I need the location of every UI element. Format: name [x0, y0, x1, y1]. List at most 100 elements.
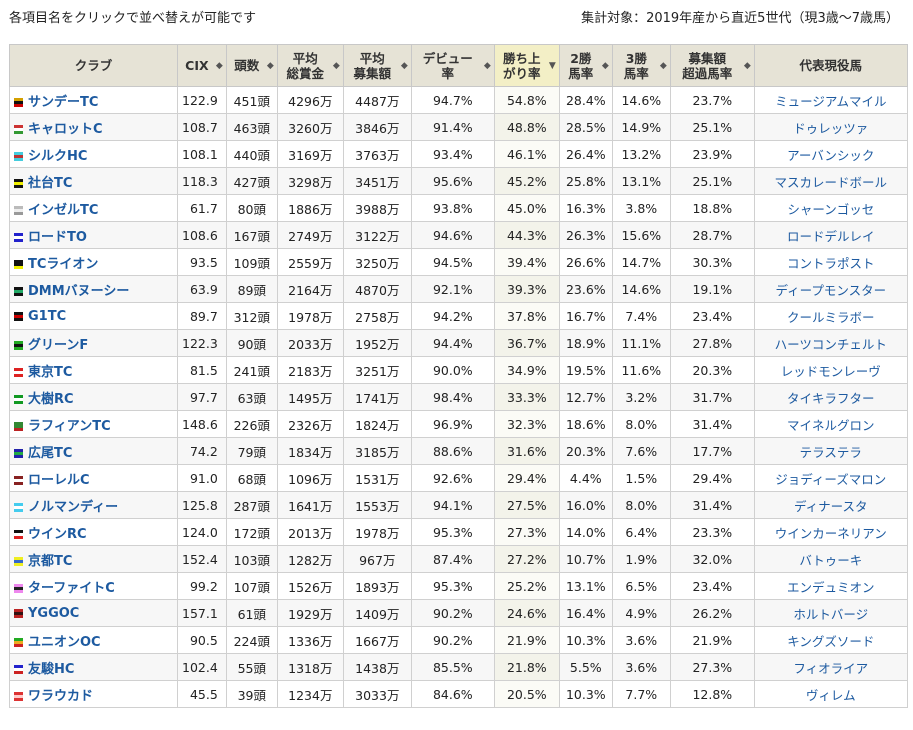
sort-icon[interactable]: ◆	[332, 61, 340, 71]
sort-icon[interactable]: ◆	[659, 61, 667, 71]
prize-cell: 3169万	[276, 140, 344, 168]
club-cell[interactable]: シルクHC	[9, 140, 178, 168]
horse-link[interactable]: エンデュミオン	[753, 572, 908, 600]
horse-link[interactable]: マイネルグロン	[753, 410, 908, 438]
horse-link[interactable]: テラステラ	[753, 437, 908, 465]
horse-link[interactable]: フィオライア	[753, 653, 908, 681]
club-link[interactable]: ラフィアンTC	[28, 418, 111, 434]
club-stats-table: クラブ CIX ◆ 頭数 ◆ 平均 総賞金 ◆ 平均 募集額 ◆ デビュー率 ◆ 勝ち上 がり率 ▼ 2勝 馬率 ◆…	[9, 44, 908, 708]
horse-link[interactable]: コントラポスト	[753, 248, 908, 276]
club-link[interactable]: 広尾TC	[28, 445, 73, 461]
table-row: ノルマンディー 125.8 287頭 1641万 1553万 94.1% 27.5% 16.0…	[9, 491, 908, 519]
club-cell[interactable]: 友駿HC	[9, 653, 178, 681]
horse-link[interactable]: ウインカーネリアン	[753, 518, 908, 546]
club-cell[interactable]: 京都TC	[9, 545, 178, 573]
club-link[interactable]: TCライオン	[28, 256, 99, 272]
club-link[interactable]: ローレルC	[28, 472, 90, 488]
table-row: 友駿HC 102.4 55頭 1318万 1438万 85.5% 21.8% 5.5% 3.6%…	[9, 653, 908, 681]
win-cell: 34.9%	[493, 356, 560, 384]
club-link[interactable]: G1TC	[28, 308, 67, 324]
club-cell[interactable]: ノルマンディー	[9, 491, 178, 519]
header-count[interactable]: 頭数 ◆	[225, 44, 278, 87]
club-cell[interactable]: ローレルC	[9, 464, 178, 492]
club-link[interactable]: ロードTO	[28, 229, 87, 245]
over-cell: 23.4%	[669, 302, 755, 330]
horse-link[interactable]: ドゥレッツァ	[753, 113, 908, 141]
horse-link[interactable]: アーバンシック	[753, 140, 908, 168]
sort-icon[interactable]: ◆	[266, 61, 274, 71]
horse-link[interactable]: キングズソード	[753, 626, 908, 654]
sort-desc-icon[interactable]: ▼	[548, 61, 556, 71]
header-debut-rate[interactable]: デビュー率 ◆	[410, 44, 495, 87]
club-cell[interactable]: ワラウカド	[9, 680, 178, 708]
club-cell[interactable]: ユニオンOC	[9, 626, 178, 654]
horse-link[interactable]: ジョディーズマロン	[753, 464, 908, 492]
price-cell: 967万	[342, 545, 412, 573]
club-link[interactable]: ターファイトC	[28, 580, 115, 596]
cix-cell: 102.4	[177, 653, 227, 681]
club-cell[interactable]: サンデーTC	[9, 86, 178, 114]
club-link[interactable]: ウインRC	[28, 526, 87, 542]
horse-link[interactable]: ディナースタ	[753, 491, 908, 519]
club-cell[interactable]: インゼルTC	[9, 194, 178, 222]
sort-icon[interactable]: ◆	[483, 61, 491, 71]
header-avg-prize[interactable]: 平均 総賞金 ◆	[276, 44, 344, 87]
sort-icon[interactable]: ◆	[215, 61, 223, 71]
n-cell: 68頭	[225, 464, 278, 492]
club-cell[interactable]: ロードTO	[9, 221, 178, 249]
horse-link[interactable]: クールミラボー	[753, 302, 908, 330]
club-link[interactable]: 東京TC	[28, 364, 73, 380]
club-cell[interactable]: グリーンF	[9, 329, 178, 357]
club-cell[interactable]: キャロットC	[9, 113, 178, 141]
header-win-rate[interactable]: 勝ち上 がり率 ▼	[493, 44, 560, 87]
header-avg-price[interactable]: 平均 募集額 ◆	[342, 44, 412, 87]
club-cell[interactable]: ラフィアンTC	[9, 410, 178, 438]
club-cell[interactable]: YGGOC	[9, 599, 178, 627]
club-link[interactable]: ノルマンディー	[28, 499, 119, 515]
club-cell[interactable]: 広尾TC	[9, 437, 178, 465]
club-link[interactable]: 大樹RC	[28, 391, 74, 407]
club-cell[interactable]: TCライオン	[9, 248, 178, 276]
horse-link[interactable]: タイキラフター	[753, 383, 908, 411]
club-cell[interactable]: ウインRC	[9, 518, 178, 546]
club-link[interactable]: DMMバヌーシー	[28, 283, 130, 299]
n-cell: 103頭	[225, 545, 278, 573]
over-cell: 25.1%	[669, 167, 755, 195]
header-3win-rate[interactable]: 3勝 馬率 ◆	[611, 44, 671, 87]
club-link[interactable]: YGGOC	[28, 605, 80, 621]
club-link[interactable]: キャロットC	[28, 121, 103, 137]
club-cell[interactable]: ターファイトC	[9, 572, 178, 600]
club-link[interactable]: サンデーTC	[28, 94, 99, 110]
horse-link[interactable]: ロードデルレイ	[753, 221, 908, 249]
club-link[interactable]: グリーンF	[28, 337, 89, 353]
horse-link[interactable]: ミュージアムマイル	[753, 86, 908, 114]
header-cix[interactable]: CIX ◆	[177, 44, 227, 87]
sort-icon[interactable]: ◆	[400, 61, 408, 71]
club-link[interactable]: シルクHC	[28, 148, 88, 164]
club-cell[interactable]: DMMバヌーシー	[9, 275, 178, 303]
horse-link[interactable]: ディープモンスター	[753, 275, 908, 303]
over-cell: 18.8%	[669, 194, 755, 222]
club-link[interactable]: 社台TC	[28, 175, 73, 191]
horse-link[interactable]: バトゥーキ	[753, 545, 908, 573]
club-link[interactable]: ユニオンOC	[28, 634, 101, 650]
club-cell[interactable]: G1TC	[9, 302, 178, 330]
club-link[interactable]: 友駿HC	[28, 661, 75, 677]
club-link[interactable]: インゼルTC	[28, 202, 99, 218]
club-link[interactable]: 京都TC	[28, 553, 73, 569]
horse-link[interactable]: レッドモンレーヴ	[753, 356, 908, 384]
horse-link[interactable]: ヴィレム	[753, 680, 908, 708]
sort-icon[interactable]: ◆	[601, 61, 609, 71]
club-link[interactable]: ワラウカド	[28, 688, 94, 704]
horse-link[interactable]: シャーンゴッセ	[753, 194, 908, 222]
header-2win-rate[interactable]: 2勝 馬率 ◆	[558, 44, 613, 87]
horse-link[interactable]: ホルトバージ	[753, 599, 908, 627]
price-cell: 3451万	[342, 167, 412, 195]
horse-link[interactable]: マスカレードボール	[753, 167, 908, 195]
sort-icon[interactable]: ◆	[743, 61, 751, 71]
club-cell[interactable]: 東京TC	[9, 356, 178, 384]
club-cell[interactable]: 社台TC	[9, 167, 178, 195]
horse-link[interactable]: ハーツコンチェルト	[753, 329, 908, 357]
club-cell[interactable]: 大樹RC	[9, 383, 178, 411]
header-over-price-rate[interactable]: 募集額 超過馬率 ◆	[669, 44, 755, 87]
